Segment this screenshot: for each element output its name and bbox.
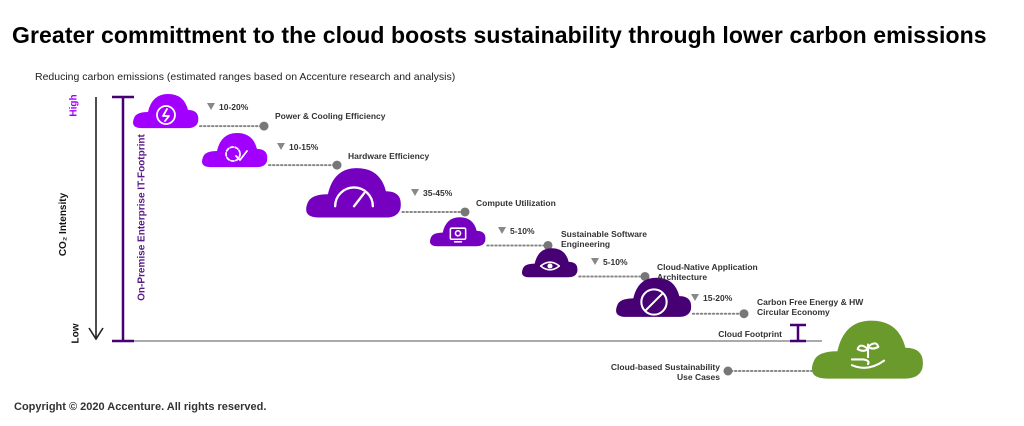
connector-dot xyxy=(332,160,342,170)
lever-name: Power & Cooling Efficiency xyxy=(275,111,386,121)
connector-dot xyxy=(460,207,470,217)
co2-axis-arrow xyxy=(88,97,104,341)
connector-dot xyxy=(259,121,269,131)
down-triangle-icon xyxy=(277,143,285,150)
hand-plant-icon xyxy=(850,342,886,369)
cloud-shape xyxy=(429,217,486,247)
lever-name: Hardware Efficiency xyxy=(348,151,430,161)
down-triangle-icon xyxy=(498,227,506,234)
reduction-range: 15-20% xyxy=(703,293,733,303)
down-triangle-icon xyxy=(411,189,419,196)
gauge-icon xyxy=(333,186,375,208)
down-triangle-icon xyxy=(691,294,699,301)
page-title: Greater committment to the cloud boosts … xyxy=(12,22,987,48)
connector-dot xyxy=(739,309,749,319)
lever-name: Compute Utilization xyxy=(476,198,556,208)
lever-name: Sustainable Software Engineering xyxy=(561,229,647,249)
step-3 xyxy=(306,168,470,218)
cloud-footprint-label: Cloud Footprint xyxy=(718,329,782,339)
step-2 xyxy=(202,133,342,170)
connector-dot xyxy=(543,240,553,250)
cloud-eye-icon xyxy=(539,261,561,271)
step-5 xyxy=(521,248,650,281)
cloud-shape xyxy=(306,168,401,218)
reduction-range: 35-45% xyxy=(423,188,453,198)
lever-name: Cloud-Native Application Architecture xyxy=(657,262,758,282)
use-cases-label: Cloud-based Sustainability Use Cases xyxy=(610,362,720,382)
down-triangle-icon xyxy=(207,103,215,110)
code-monitor-icon xyxy=(449,227,467,243)
connector-dot xyxy=(640,271,650,281)
reduction-range: 10-20% xyxy=(219,102,249,112)
lever-name: Carbon Free Energy & HW Circular Economy xyxy=(757,297,864,317)
reduction-range: 5-10% xyxy=(603,257,628,267)
cloud-shape xyxy=(202,133,268,168)
step-1 xyxy=(133,94,269,131)
gear-check-icon xyxy=(225,146,248,162)
subtitle: Reducing carbon emissions (estimated ran… xyxy=(35,71,456,83)
step-4 xyxy=(429,217,553,250)
cloud-shape xyxy=(616,277,692,317)
use-cases-cloud xyxy=(723,320,923,379)
step-6 xyxy=(616,277,749,319)
down-triangle-icon xyxy=(591,258,599,265)
connector-dot xyxy=(723,366,733,376)
no-sign-icon xyxy=(640,288,668,316)
reduction-range: 10-15% xyxy=(289,142,319,152)
on-premise-bracket xyxy=(112,95,134,343)
copyright: Copyright © 2020 Accenture. All rights r… xyxy=(14,401,267,413)
reduction-range: 5-10% xyxy=(510,226,535,236)
cloud-footprint-bracket xyxy=(790,323,806,343)
power-icon xyxy=(156,105,176,125)
